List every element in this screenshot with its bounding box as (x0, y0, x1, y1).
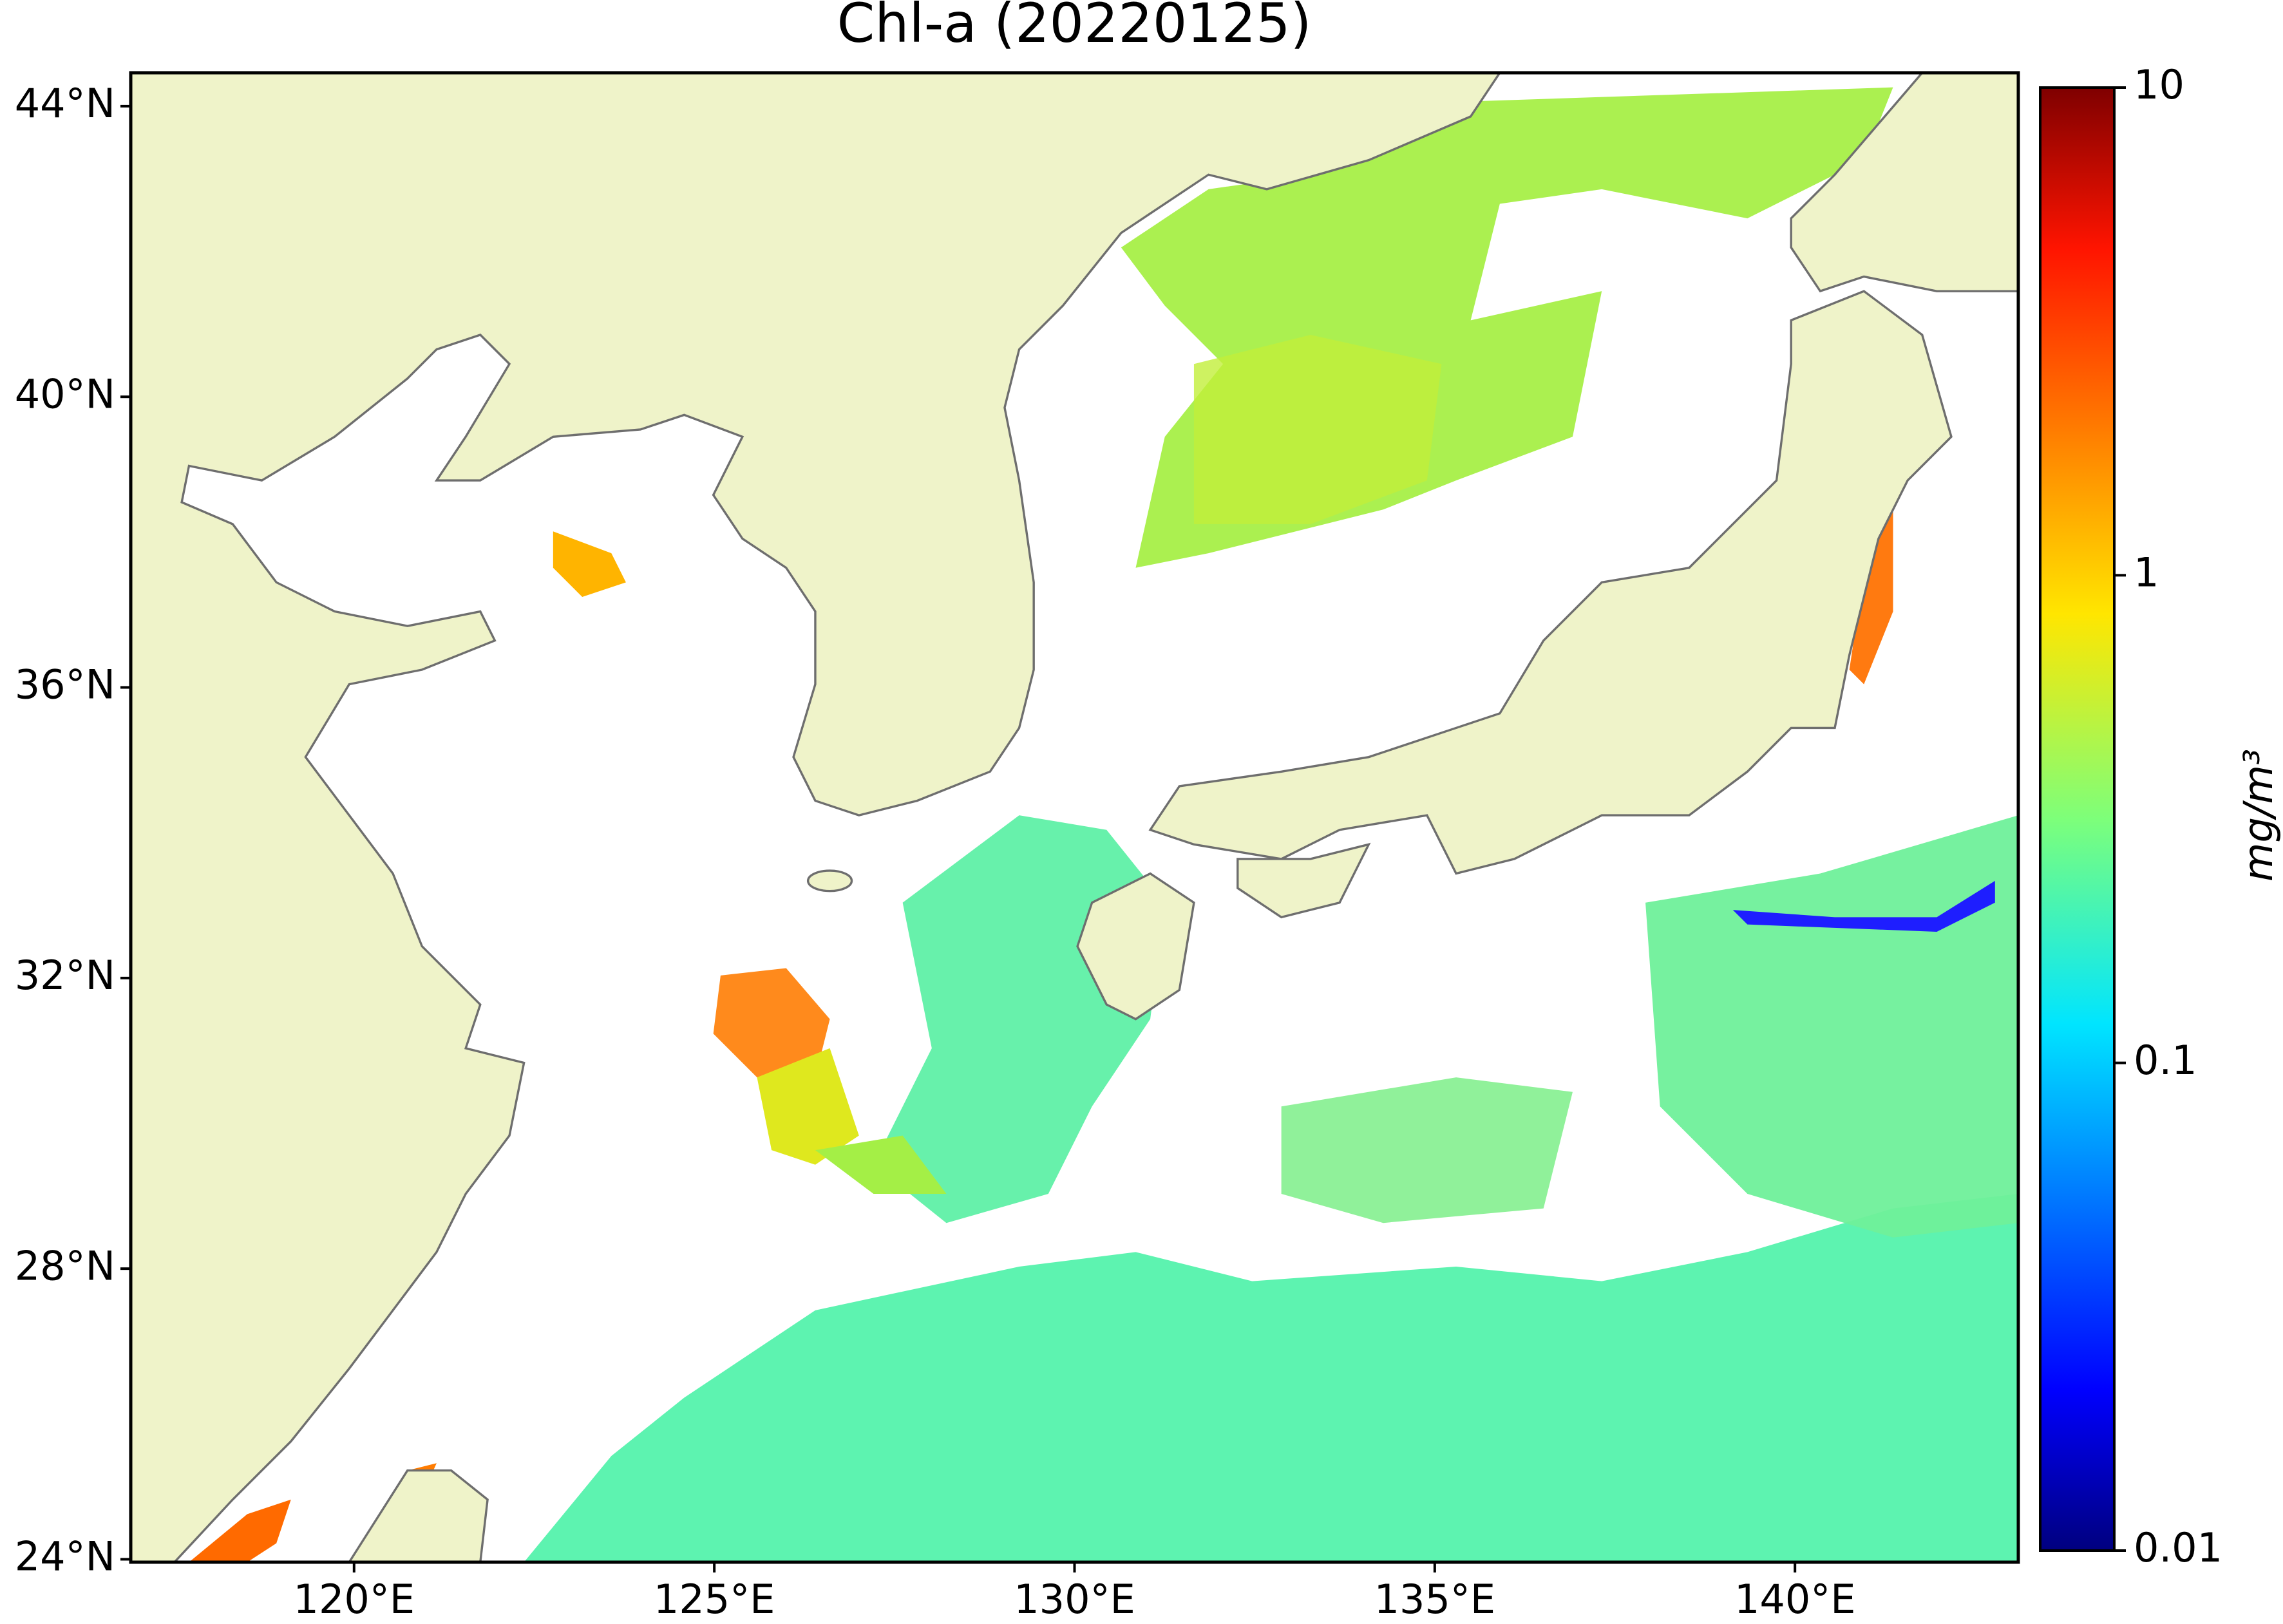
colorbar (2039, 86, 2116, 1552)
colorbar-tick-label: 0.01 (2134, 1524, 2222, 1571)
colorbar-tick-label: 10 (2134, 61, 2184, 108)
map (131, 73, 2018, 1562)
colorbar-label: mg/m³ (2235, 749, 2282, 882)
y-tick-label: 24°N (15, 1533, 115, 1580)
x-tick-label: 135°E (1374, 1576, 1496, 1623)
x-tick-label: 130°E (1014, 1576, 1135, 1623)
y-tick-label: 32°N (15, 952, 115, 999)
x-tick-label: 140°E (1734, 1576, 1856, 1623)
colorbar-tick-label: 1 (2134, 549, 2159, 596)
y-tick-label: 28°N (15, 1242, 115, 1289)
x-tick-label: 125°E (654, 1576, 775, 1623)
y-tick-label: 44°N (15, 80, 115, 127)
x-tick-label: 120°E (294, 1576, 415, 1623)
y-tick-label: 36°N (15, 661, 115, 708)
y-tick-label: 40°N (15, 370, 115, 417)
chart-title: Chl-a (20220125) (837, 0, 1312, 55)
colorbar-tick-label: 0.1 (2134, 1037, 2197, 1084)
